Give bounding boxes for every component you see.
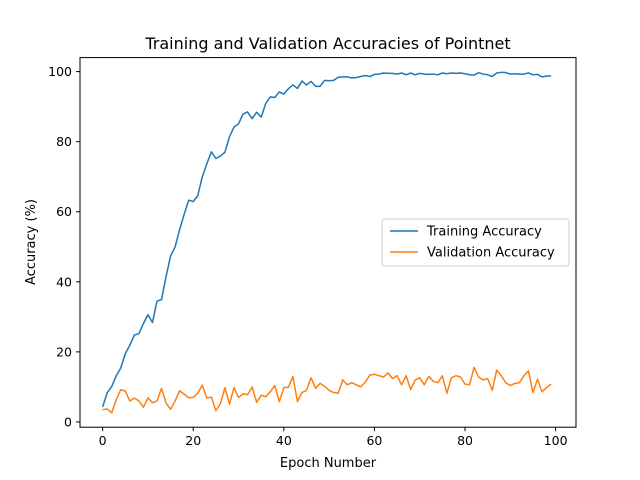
y-tick-label: 80 [56,134,72,149]
x-axis: 0 20 40 60 80 100 [99,427,568,448]
plot-frame [79,57,577,428]
x-tick-label: 100 [544,433,568,448]
legend-box [381,218,570,267]
series-layer [101,71,552,414]
y-tick-label: 100 [48,64,72,79]
y-tick-label: 20 [56,344,72,359]
x-tick-label: 0 [99,433,107,448]
y-tick-label: 40 [56,274,72,289]
x-tick-label: 20 [185,433,201,448]
y-tick-label: 60 [56,204,72,219]
x-axis-label: Epoch Number [280,456,377,471]
chart-title: Training and Validation Accuracies of Po… [144,34,510,53]
x-tick-label: 80 [457,433,473,448]
y-axis: 0 20 40 60 80 100 [48,64,80,429]
x-tick-label: 40 [276,433,292,448]
legend-label: Training Accuracy [426,225,542,240]
y-tick-label: 0 [64,414,72,429]
legend-label: Validation Accuracy [427,246,555,261]
x-tick-label: 60 [366,433,382,448]
legend: Training Accuracy Validation Accuracy [381,218,570,267]
series-line-validation-accuracy [102,366,552,414]
y-axis-label: Accuracy (%) [24,199,39,285]
series-line-training-accuracy [101,71,552,408]
